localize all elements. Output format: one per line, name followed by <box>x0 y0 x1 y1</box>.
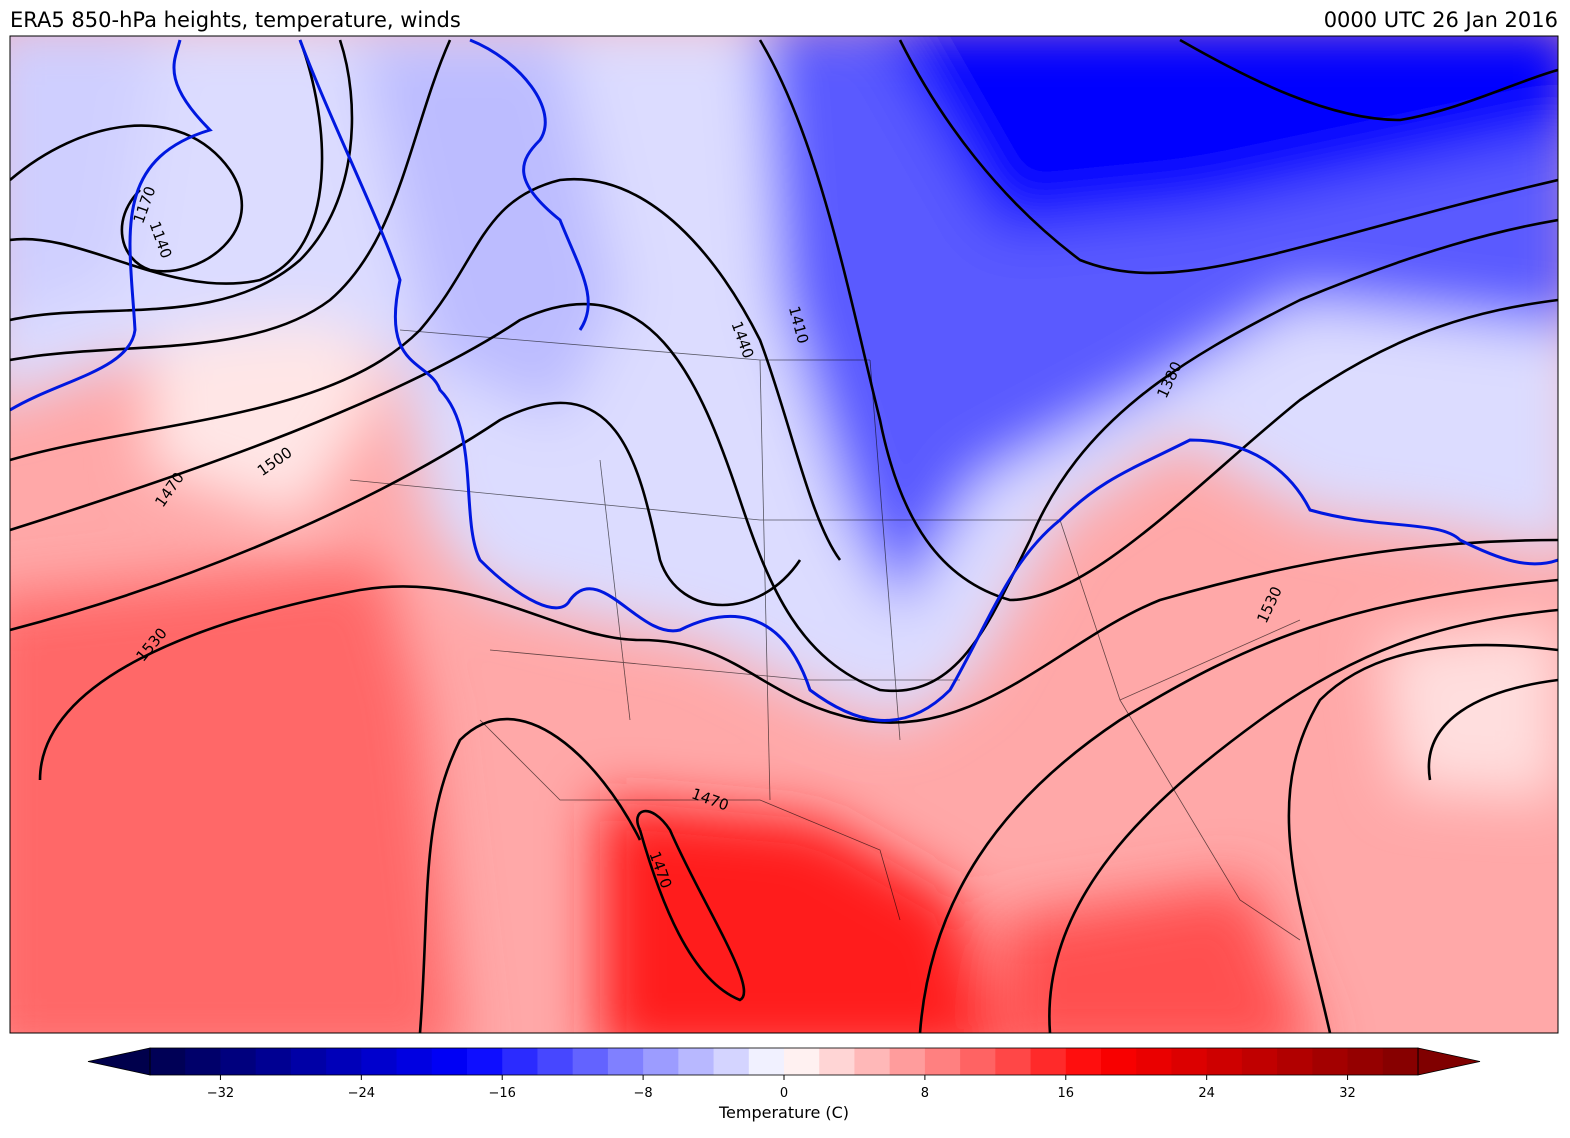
colorbar-segment <box>1171 1048 1208 1075</box>
colorbar-segment <box>1136 1048 1172 1075</box>
colorbar-segment <box>713 1048 750 1075</box>
colorbar-tick-label: −32 <box>207 1086 234 1101</box>
colorbar-segment <box>290 1048 327 1075</box>
boundaries <box>349 329 1301 941</box>
colorbar-segment <box>361 1048 398 1075</box>
colorbar-extend-low <box>87 1047 151 1076</box>
colorbar-segment <box>1347 1048 1384 1075</box>
colorbar-segment <box>1382 1048 1419 1075</box>
colorbar-segment <box>431 1048 468 1075</box>
colorbar-segment <box>924 1048 961 1075</box>
colorbar-segment <box>185 1048 221 1075</box>
colorbar-tick-label: 8 <box>921 1086 929 1101</box>
temperature-field <box>10 36 1558 1033</box>
colorbar-segment <box>572 1048 609 1075</box>
height-contours <box>10 38 1558 1033</box>
colorbar-segment <box>150 1048 186 1075</box>
colorbar-segment <box>255 1048 292 1075</box>
colorbar-segment <box>1312 1048 1349 1075</box>
colorbar-segment <box>678 1048 715 1075</box>
colorbar-segment <box>1101 1048 1137 1075</box>
colorbar-segment <box>1241 1048 1278 1075</box>
colorbar-extend-high <box>1417 1047 1481 1076</box>
colorbar-tick-label: −24 <box>348 1086 375 1101</box>
colorbar-segment <box>889 1048 926 1075</box>
colorbar-label: Temperature (C) <box>718 1103 849 1122</box>
colorbar-segment <box>784 1048 820 1075</box>
colorbar-segment <box>1277 1048 1313 1075</box>
colorbar-segment <box>748 1048 785 1075</box>
colorbar-segment <box>326 1048 362 1075</box>
colorbar-segment <box>1030 1048 1067 1075</box>
colorbar-tick-label: 24 <box>1198 1086 1215 1101</box>
colorbar-segment <box>396 1048 433 1075</box>
colorbar-segment <box>537 1048 574 1075</box>
colorbar-tick-label: 16 <box>1058 1086 1075 1101</box>
colorbar-segment <box>1206 1048 1243 1075</box>
colorbar-tick-label: 0 <box>780 1086 788 1101</box>
colorbar-segment <box>220 1048 257 1075</box>
freezing-line <box>10 38 1558 722</box>
map-frame <box>9 35 1559 1034</box>
colorbar-tick-label: −8 <box>634 1086 653 1101</box>
colorbar-tick-label: −16 <box>489 1086 516 1101</box>
colorbar-segment <box>502 1048 538 1075</box>
colorbar-segment <box>1065 1048 1102 1075</box>
colorbar: −32 −24 −16 −8 0 8 16 24 32 Temperature (C) <box>87 1047 1481 1122</box>
valid-time: 0000 UTC 26 Jan 2016 <box>1324 8 1558 32</box>
colorbar-tick-label: 32 <box>1339 1086 1356 1101</box>
colorbar-segment <box>819 1048 855 1075</box>
title: ERA5 850-hPa heights, temperature, winds <box>10 8 461 32</box>
colorbar-segment <box>960 1048 996 1075</box>
colorbar-segment <box>854 1048 891 1075</box>
colorbar-segment <box>643 1048 679 1075</box>
colorbar-segment <box>995 1048 1032 1075</box>
colorbar-segment <box>607 1048 644 1075</box>
colorbar-segment <box>467 1048 503 1075</box>
